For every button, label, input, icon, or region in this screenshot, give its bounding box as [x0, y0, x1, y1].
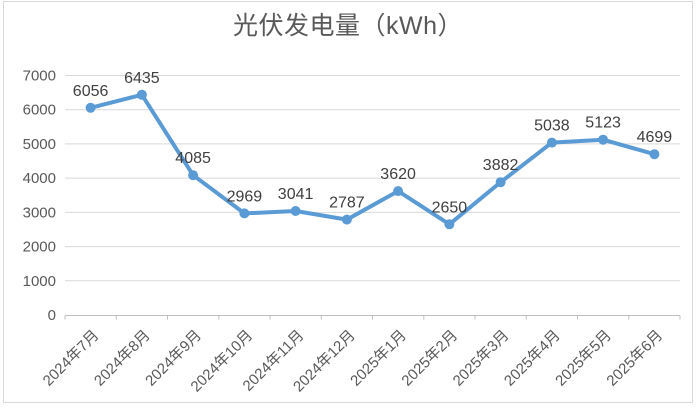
- y-axis-tick-label: 6000: [23, 102, 56, 119]
- data-point-marker: [85, 102, 96, 113]
- data-point-label: 3041: [278, 186, 314, 203]
- y-axis-tick-label: 4000: [23, 170, 56, 187]
- data-point-label: 3620: [380, 166, 416, 183]
- data-point-marker: [444, 219, 455, 230]
- data-point-label: 2969: [227, 188, 263, 205]
- chart-container: 光伏发电量（kWh） 0 1000 2000 3000 4000 5000 6000 7000…: [3, 1, 693, 403]
- x-axis-tick-label: 2025年6月: [603, 327, 666, 390]
- series-line: [88, 92, 657, 227]
- data-point-marker: [341, 214, 352, 225]
- data-point-label: 2787: [329, 195, 365, 212]
- data-point-marker: [188, 170, 199, 181]
- data-point-label: 2650: [432, 199, 468, 216]
- data-point-marker: [393, 186, 404, 197]
- data-point-label: 4699: [637, 129, 673, 146]
- data-point-label: 5123: [585, 115, 621, 132]
- data-point-marker: [495, 177, 506, 188]
- data-point-marker: [136, 89, 147, 100]
- chart-title: 光伏发电量（kWh）: [232, 12, 463, 40]
- data-point-marker: [649, 149, 660, 160]
- data-point-label: 6056: [73, 83, 109, 100]
- data-point-label: 4085: [175, 150, 211, 167]
- y-axis-tick-label: 7000: [23, 68, 56, 85]
- data-point-label: 6435: [124, 70, 160, 87]
- line-chart-plot: 010002000300040005000600070002024年7月2024…: [23, 68, 681, 395]
- data-point-label: 3882: [483, 157, 519, 174]
- data-point-label: 5038: [534, 118, 570, 135]
- y-axis-tick-label: 3000: [23, 204, 56, 221]
- y-axis-tick-label: 5000: [23, 136, 56, 153]
- data-point-marker: [546, 137, 557, 148]
- data-point-marker: [290, 206, 301, 216]
- data-point-marker: [239, 208, 250, 219]
- data-point-marker: [598, 134, 609, 145]
- y-axis-tick-label: 2000: [23, 239, 56, 256]
- y-axis-tick-label: 0: [48, 307, 56, 324]
- y-axis-tick-label: 1000: [23, 273, 56, 290]
